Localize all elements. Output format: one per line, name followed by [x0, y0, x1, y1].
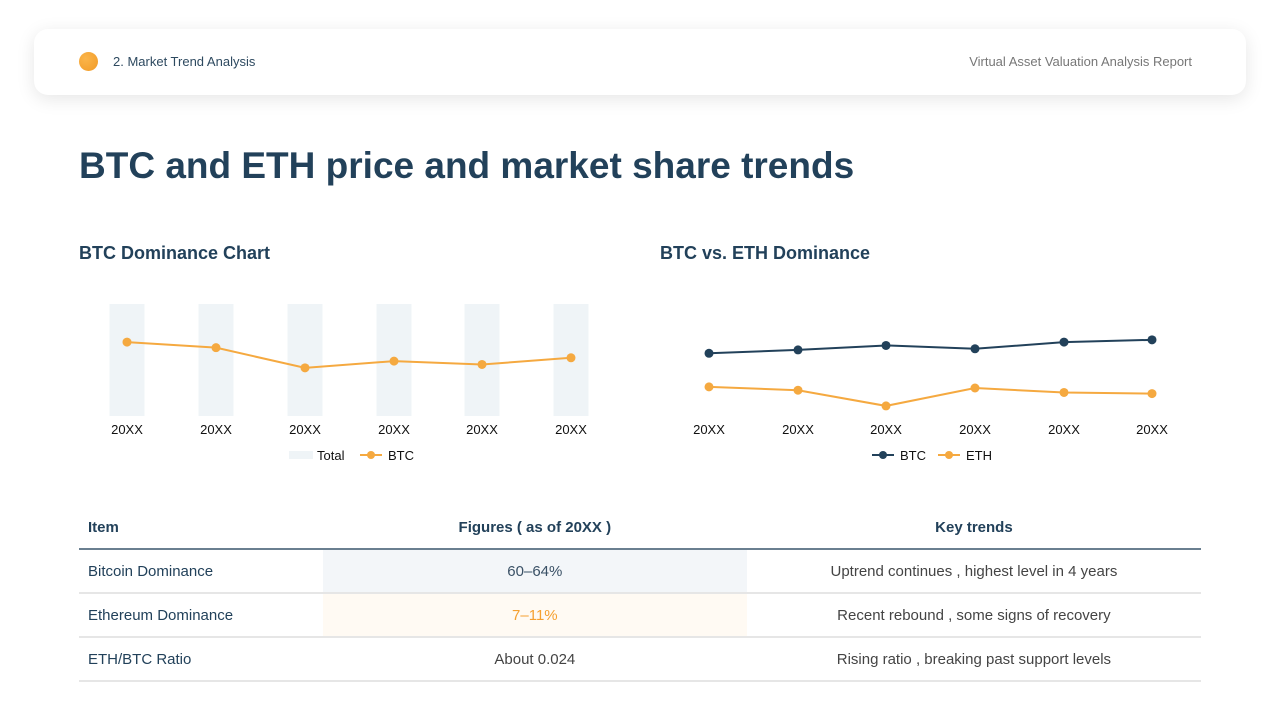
x-tick-label: 20XX [782, 422, 814, 437]
eth-point [1147, 389, 1157, 399]
x-tick-label: 20XX [378, 422, 410, 437]
x-tick-label: 20XX [555, 422, 587, 437]
summary-table: Item Figures ( as of 20XX ) Key trends B… [79, 506, 1201, 682]
x-tick-label: 20XX [466, 422, 498, 437]
table-row: ETH/BTC Ratio About 0.024 Rising ratio ,… [79, 637, 1201, 682]
x-tick-label: 20XX [870, 422, 902, 437]
header-trends: Key trends [746, 506, 1201, 550]
table-row: Ethereum Dominance 7–11% Recent rebound … [79, 593, 1201, 638]
cell-trend: Uptrend continues , highest level in 4 y… [746, 549, 1201, 594]
table-row: Bitcoin Dominance 60–64% Uptrend continu… [79, 549, 1201, 594]
eth-point [970, 383, 980, 393]
x-tick-label: 20XX [959, 422, 991, 437]
legend-label-eth: ETH [966, 448, 992, 463]
cell-item: Ethereum Dominance [79, 593, 323, 638]
btc-point [970, 344, 980, 354]
header-figures: Figures ( as of 20XX ) [322, 506, 747, 550]
cell-figure: About 0.024 [322, 637, 747, 682]
btc-point [566, 353, 576, 363]
btc-point [211, 343, 221, 353]
cell-figure: 60–64% [322, 549, 747, 594]
x-tick-label: 20XX [111, 422, 143, 437]
cell-item: ETH/BTC Ratio [79, 637, 323, 682]
legend-marker-eth [945, 451, 953, 459]
table-header-row: Item Figures ( as of 20XX ) Key trends [79, 506, 1201, 550]
x-tick-label: 20XX [200, 422, 232, 437]
x-tick-label: 20XX [1136, 422, 1168, 437]
legend-swatch-total [289, 451, 313, 459]
cell-figure: 7–11% [322, 593, 747, 638]
report-title: Virtual Asset Valuation Analysis Report [969, 54, 1192, 69]
legend-label-btc: BTC [388, 448, 414, 463]
btc-point [389, 356, 399, 366]
btc-point [704, 348, 714, 358]
header-item: Item [79, 506, 323, 550]
legend-label-btc: BTC [900, 448, 926, 463]
btc-point [793, 345, 803, 355]
btc-point [300, 363, 310, 373]
btc-point [122, 337, 132, 347]
chart1-title: BTC Dominance Chart [79, 243, 271, 263]
legend-marker-btc [367, 451, 375, 459]
btc-line [708, 338, 1153, 355]
x-tick-label: 20XX [693, 422, 725, 437]
x-tick-label: 20XX [1048, 422, 1080, 437]
btc-point [477, 359, 487, 369]
btc-point [1147, 335, 1157, 345]
eth-point [881, 401, 891, 411]
btc-point [881, 340, 891, 350]
cell-trend: Rising ratio , breaking past support lev… [746, 637, 1201, 682]
eth-line [708, 385, 1153, 407]
legend-marker-btc [879, 451, 887, 459]
eth-point [704, 382, 714, 392]
eth-point [793, 385, 803, 395]
section-label: 2. Market Trend Analysis [113, 54, 256, 69]
x-tick-label: 20XX [289, 422, 321, 437]
cell-item: Bitcoin Dominance [79, 549, 323, 594]
header-bar: 2. Market Trend Analysis Virtual Asset V… [34, 29, 1246, 95]
eth-point [1059, 387, 1069, 397]
total-bar [109, 304, 145, 416]
total-bar [287, 304, 323, 416]
section-dot-icon [79, 52, 98, 71]
btc-point [1059, 337, 1069, 347]
legend-label-total: Total [317, 448, 345, 463]
total-bar [198, 304, 234, 416]
chart2-title: BTC vs. ETH Dominance [660, 243, 871, 263]
btc-line [126, 341, 572, 369]
page-title: BTC and ETH price and market share trend… [79, 145, 855, 186]
cell-trend: Recent rebound , some signs of recovery [746, 593, 1201, 638]
